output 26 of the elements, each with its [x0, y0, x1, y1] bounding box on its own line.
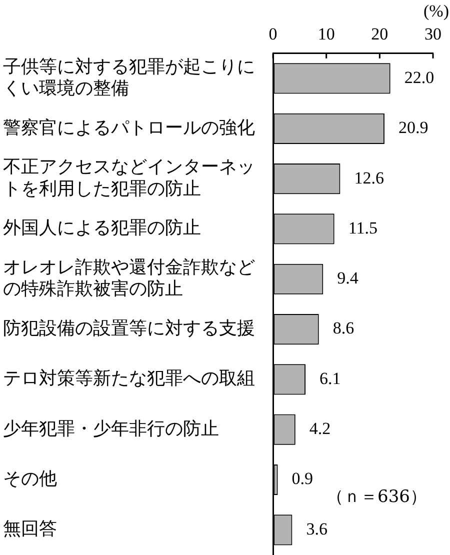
y-tick-label: オレオレ詐欺や還付金詐欺などの特殊詐欺被害の防止: [3, 256, 255, 300]
y-tick-label: 防犯設備の設置等に対する支援: [3, 318, 255, 339]
x-axis-title: (%): [424, 1, 449, 20]
y-tick-label: 子供等に対する犯罪が起こりにくい環境の整備: [3, 56, 255, 99]
x-tick-label: 20: [371, 24, 388, 44]
data-label: 11.5: [348, 218, 378, 238]
annotation: （ｎ＝636）: [326, 487, 427, 508]
data-label: 8.6: [332, 318, 354, 338]
y-tick-label: 不正アクセスなどインターネットを利用した犯罪の防止: [3, 156, 255, 200]
x-tick-label: 30: [424, 24, 442, 44]
data-label: 20.9: [398, 118, 428, 138]
x-tick-label: 10: [318, 24, 335, 44]
data-label: 4.2: [309, 419, 331, 438]
y-tick-label: その他: [3, 468, 57, 490]
y-tick-label: 少年犯罪・少年非行の防止: [3, 418, 219, 440]
data-label: 12.6: [354, 168, 384, 188]
y-tick-label: テロ対策等新たな犯罪への取組: [3, 368, 255, 390]
y-tick-label: 警察官によるパトロールの強化: [3, 117, 255, 138]
data-label: 22.0: [404, 68, 434, 87]
y-tick-label: 外国人による犯罪の防止: [3, 218, 201, 239]
y-tick-label: 無回答: [3, 518, 57, 540]
data-label: 0.9: [292, 469, 314, 488]
x-tick-label: 0: [268, 24, 278, 44]
data-label: 9.4: [337, 268, 359, 288]
data-label: 6.1: [320, 368, 341, 388]
data-label: 3.6: [306, 519, 328, 538]
